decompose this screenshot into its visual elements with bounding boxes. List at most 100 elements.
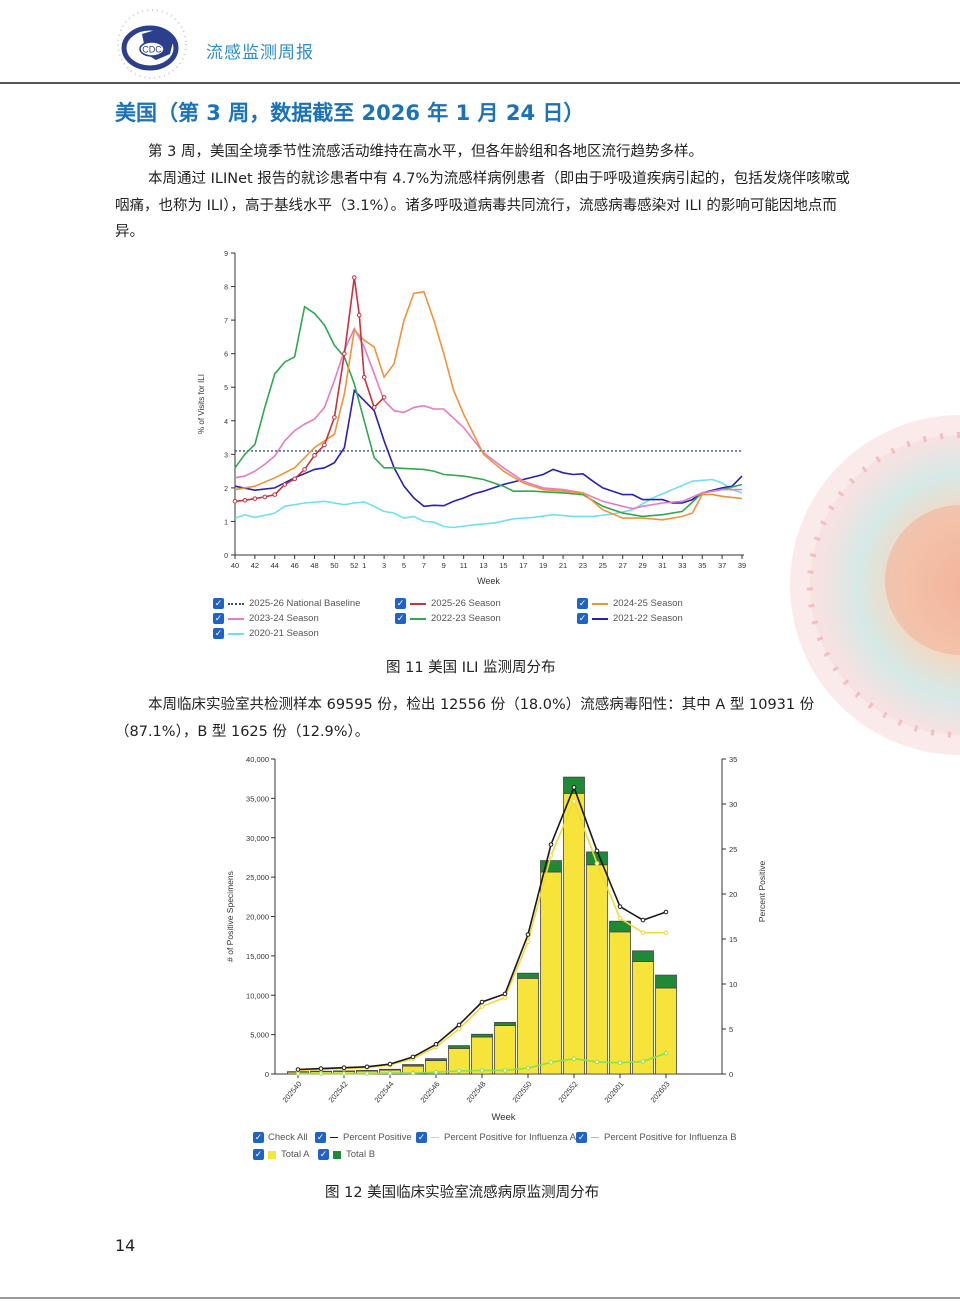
y2-tick-label: 30 (729, 800, 737, 809)
data-point (252, 496, 258, 501)
paragraph-3: 本周临床实验室共检测样本 69595 份，检出 12556 份（18.0%）流感… (115, 697, 815, 740)
checkbox-checked-icon[interactable]: ✓ (213, 598, 224, 609)
legend-swatch (228, 632, 244, 635)
logo-text: CDC (142, 45, 162, 55)
footer-divider (0, 1297, 960, 1299)
bar-total-a (563, 792, 585, 1075)
data-point (282, 482, 288, 487)
legend-item[interactable]: ✓ Total A (253, 1149, 310, 1160)
line-point (456, 1022, 462, 1028)
line-point (571, 1056, 577, 1062)
legend-item[interactable]: ✓ 2020-21 Season (213, 628, 319, 639)
x-tick-label: 13 (479, 561, 487, 570)
checkbox-checked-icon[interactable]: ✓ (315, 1132, 326, 1143)
x-tick-label: 37 (718, 561, 726, 570)
bar-total-a (540, 871, 562, 1075)
legend-swatch (330, 1137, 338, 1138)
legend-item[interactable]: ✓ 2023-24 Season (213, 613, 319, 624)
legend-item[interactable]: ✓ 2022-23 Season (395, 613, 501, 624)
line-point (594, 861, 600, 866)
y-tick-label: 0 (265, 1070, 269, 1079)
checkbox-checked-icon[interactable]: ✓ (395, 613, 406, 624)
legend-item[interactable]: ✓ Percent Positive (315, 1132, 412, 1143)
data-point (322, 442, 327, 448)
virus-illustration (790, 415, 960, 755)
legend-label: Percent Positive (343, 1132, 412, 1143)
data-point (381, 394, 387, 400)
checkbox-checked-icon[interactable]: ✓ (577, 613, 588, 624)
legend-swatch (592, 602, 608, 605)
legend-item[interactable]: ✓ Percent Positive for Influenza A (416, 1132, 576, 1143)
checkbox-checked-icon[interactable]: ✓ (253, 1149, 264, 1160)
legend-item[interactable]: ✓ Total B (318, 1149, 375, 1160)
legend-item[interactable]: ✓ 2025-26 National Baseline (213, 598, 360, 609)
x-tick-label: 23 (579, 561, 587, 570)
legend-swatch (268, 1150, 276, 1159)
checkbox-checked-icon[interactable]: ✓ (253, 1132, 264, 1143)
legend-swatch (431, 1137, 439, 1138)
legend-label: Percent Positive for Influenza B (604, 1132, 737, 1143)
bar-total-b (540, 860, 562, 873)
legend-item[interactable]: ✓ 2024-25 Season (577, 598, 683, 609)
bar-total-b (471, 1033, 493, 1038)
legend-swatch (410, 602, 426, 605)
line-point (594, 848, 600, 854)
series-line-2025-26-season (234, 277, 385, 503)
line-point (456, 1068, 462, 1074)
legend-item[interactable]: ✓ 2025-26 Season (395, 598, 501, 609)
x-tick-label: 35 (698, 561, 706, 570)
y-tick-label: 35,000 (246, 794, 269, 803)
legend-item[interactable]: ✓ Percent Positive for Influenza B (576, 1132, 737, 1143)
legend-item[interactable]: ✓ 2021-22 Season (577, 613, 683, 624)
data-point (272, 492, 278, 497)
bar-total-b (632, 950, 654, 962)
checkbox-checked-icon[interactable]: ✓ (577, 598, 588, 609)
legend-label: Total A (281, 1149, 310, 1160)
y-tick-label: 5,000 (250, 1031, 269, 1040)
series-line-2024-25-season (234, 290, 743, 521)
checkbox-checked-icon[interactable]: ✓ (318, 1149, 329, 1160)
line-point (525, 1065, 531, 1071)
line-point (617, 1060, 623, 1066)
y-tick-label: 2 (224, 486, 228, 493)
data-point (351, 275, 357, 280)
checkbox-checked-icon[interactable]: ✓ (576, 1132, 587, 1143)
line-point (525, 939, 531, 944)
line-point (617, 904, 623, 909)
y-tick-label: 8 (224, 285, 228, 292)
line-point (571, 785, 577, 790)
x-tick-label: 202550 (511, 1080, 534, 1105)
legend-swatch (228, 617, 244, 620)
x-tick-label: 202542 (327, 1080, 350, 1105)
line-point (295, 1067, 301, 1072)
line-point (548, 1060, 554, 1065)
line-point (410, 1054, 416, 1060)
checkbox-checked-icon[interactable]: ✓ (213, 613, 224, 624)
checkbox-checked-icon[interactable]: ✓ (416, 1132, 427, 1143)
y-tick-label: 6 (224, 352, 228, 359)
x-tick-label: 31 (658, 561, 666, 570)
line-point (364, 1064, 370, 1070)
line-point (387, 1070, 393, 1076)
series-line-2021-22-season (234, 388, 743, 508)
y-tick-label: 9 (224, 251, 228, 258)
x-tick-label: 3 (382, 561, 386, 570)
bar-total-b (379, 1068, 401, 1071)
line-point (571, 799, 577, 804)
y-tick-label: 5 (224, 385, 228, 392)
legend-label: 2022-23 Season (431, 613, 501, 624)
y2-tick-label: 25 (729, 845, 737, 854)
legend-item[interactable]: ✓ Check All (253, 1132, 308, 1143)
x-tick-label: 15 (499, 561, 507, 570)
line-point (479, 999, 485, 1005)
x-tick-label: 202603 (649, 1080, 672, 1105)
legend-label: 2025-26 National Baseline (249, 598, 361, 609)
y2-tick-label: 20 (729, 890, 737, 899)
checkbox-checked-icon[interactable]: ✓ (395, 598, 406, 609)
x-tick-label: 33 (678, 561, 686, 570)
legend-swatch (333, 1150, 341, 1159)
checkbox-checked-icon[interactable]: ✓ (213, 628, 224, 639)
data-point (232, 499, 238, 504)
y2-tick-label: 35 (729, 755, 737, 764)
